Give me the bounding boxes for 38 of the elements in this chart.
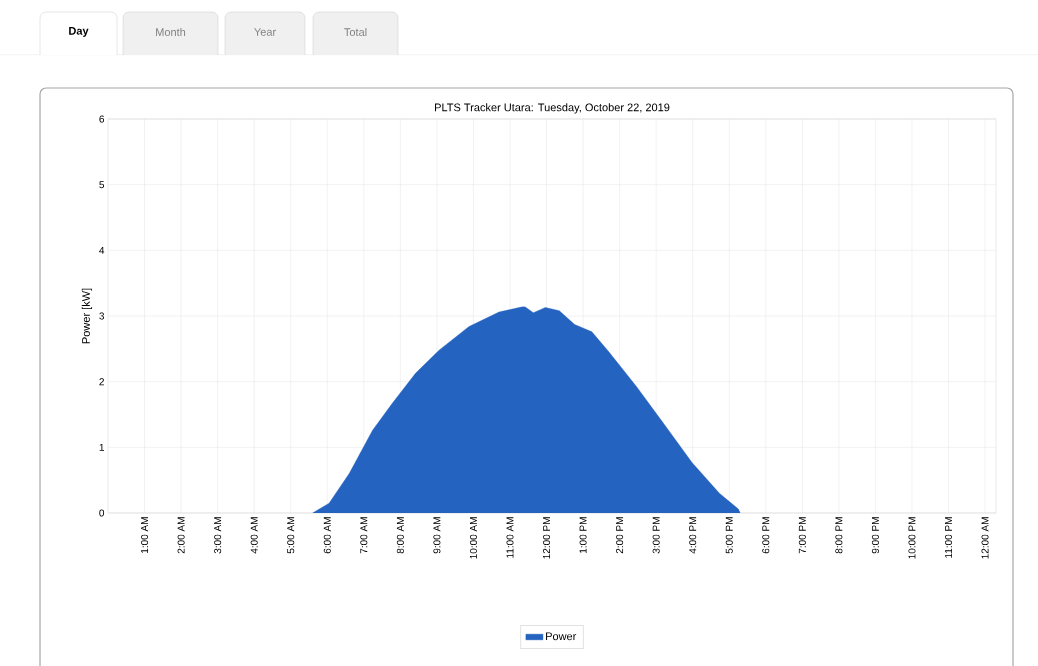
y-tick-label: 2 bbox=[99, 378, 104, 386]
x-tick-label: 2:00 AM bbox=[177, 517, 185, 554]
y-tick-label: 4 bbox=[99, 246, 105, 254]
y-axis-title: Power [kW] bbox=[81, 288, 93, 344]
x-tick-label: 8:00 PM bbox=[835, 517, 843, 554]
x-tick-label: 3:00 PM bbox=[652, 517, 660, 554]
x-tick-label: 11:00 PM bbox=[944, 517, 953, 558]
x-tick-label: 1:00 AM bbox=[141, 517, 149, 553]
x-tick-label: 9:00 PM bbox=[871, 517, 879, 554]
x-tick-label: 2:00 PM bbox=[616, 517, 624, 554]
x-tick-label: 5:00 AM bbox=[287, 517, 295, 554]
x-tick-label: 8:00 AM bbox=[396, 517, 404, 554]
x-tick-label: 3:00 AM bbox=[214, 517, 222, 554]
text: Day bbox=[69, 27, 89, 37]
text: Total bbox=[344, 27, 367, 37]
x-tick-label: 11:00 AM bbox=[506, 517, 514, 558]
y-tick-label: 1 bbox=[99, 443, 104, 451]
x-tick-label: 12:00 AM bbox=[981, 517, 989, 559]
y-tick-label: 0 bbox=[99, 509, 105, 517]
y-tick-label: 5 bbox=[99, 181, 105, 189]
x-tick-label: 6:00 AM bbox=[323, 517, 331, 554]
x-tick-label: 10:00 AM bbox=[469, 517, 477, 559]
y-tick-label: 6 bbox=[99, 115, 105, 123]
text: Year bbox=[254, 28, 276, 36]
x-tick-label: 1:00 PM bbox=[579, 517, 587, 553]
x-tick-label: 4:00 AM bbox=[250, 517, 258, 554]
x-tick-label: 7:00 AM bbox=[360, 517, 368, 554]
text: Month bbox=[156, 27, 186, 37]
x-tick-label: 12:00 PM bbox=[542, 517, 551, 559]
y-tick-label: 3 bbox=[99, 312, 105, 320]
chart-title: PLTS Tracker Utara: Tuesday, October 22, 2019 bbox=[435, 103, 670, 114]
x-tick-label: 10:00 PM bbox=[908, 517, 916, 559]
x-tick-label: 4:00 PM bbox=[689, 517, 697, 554]
x-tick-label: 6:00 PM bbox=[762, 517, 770, 554]
x-tick-label: 9:00 AM bbox=[433, 517, 441, 554]
legend-label: Power bbox=[546, 632, 577, 641]
x-tick-label: 7:00 PM bbox=[798, 517, 806, 554]
x-tick-label: 5:00 PM bbox=[725, 517, 733, 554]
